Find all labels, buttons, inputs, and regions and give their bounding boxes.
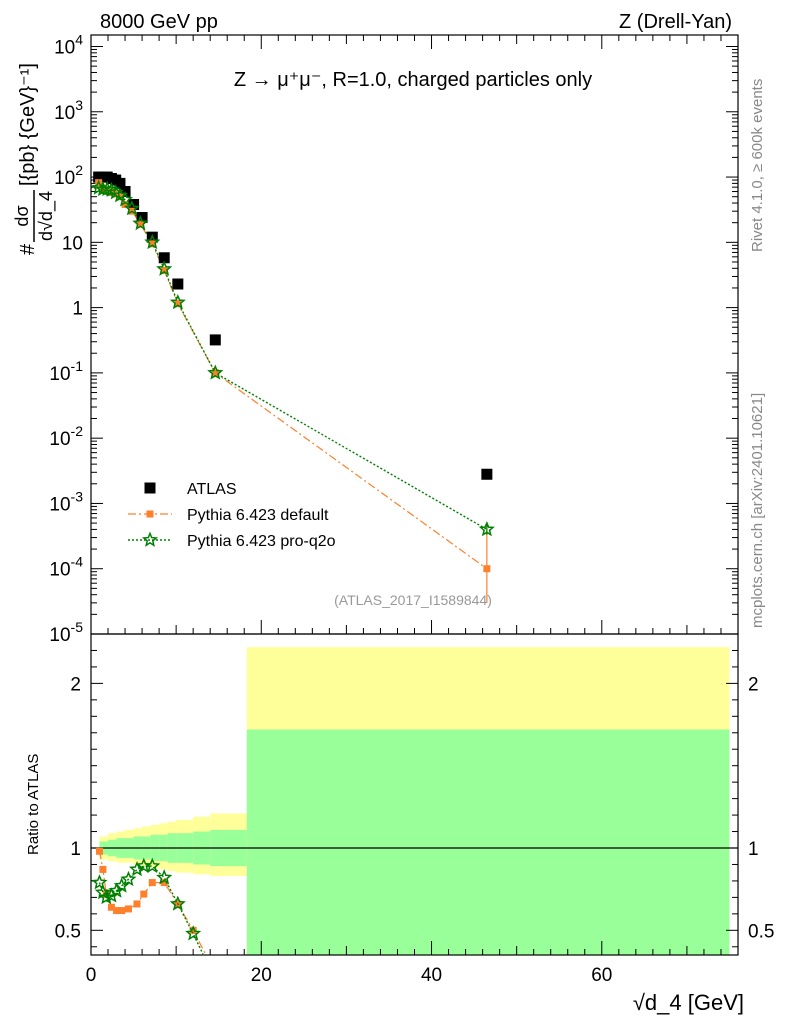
default-point xyxy=(136,220,144,228)
legend-label: ATLAS xyxy=(187,481,237,498)
y-tick-label: 10-1 xyxy=(49,358,83,385)
proq2o-point xyxy=(207,364,224,380)
atlas-point xyxy=(481,468,493,480)
x-axis-label: √d_4 [GeV] xyxy=(633,990,744,1015)
ratio-proq2o-point xyxy=(98,888,115,905)
x-tick-label: 20 xyxy=(251,965,272,986)
ratio-default-point xyxy=(148,879,156,887)
atlas-point xyxy=(136,212,148,224)
default-point xyxy=(160,267,168,275)
atlas-point xyxy=(158,252,170,264)
legend-label: Pythia 6.423 default xyxy=(187,507,329,524)
ratio-default-point xyxy=(118,907,126,915)
proq2o-point xyxy=(99,180,116,197)
y-tick-label: 102 xyxy=(54,162,83,189)
uncertainty-band-green xyxy=(246,729,730,955)
x-tick-label: 0 xyxy=(86,965,97,986)
ratio-proq2o-point xyxy=(91,874,108,890)
proq2o-point xyxy=(94,180,111,197)
x-tick-label: 60 xyxy=(591,965,612,986)
ratio-y-label: Ratio to ATLAS xyxy=(25,754,42,855)
ratio-default-point xyxy=(113,907,121,915)
y-tick-label: 10 xyxy=(62,233,83,254)
ratio-default-point xyxy=(133,900,141,908)
atlas-point xyxy=(172,278,184,290)
proq2o-point xyxy=(478,520,495,537)
svg-text:#: # xyxy=(17,243,39,255)
ratio-tick-label-right: 2 xyxy=(748,674,759,695)
atlas-point xyxy=(209,334,221,346)
default-point xyxy=(211,369,219,377)
default-point xyxy=(121,200,129,208)
y-tick-label: 104 xyxy=(54,31,83,58)
legend: ATLAS Pythia 6.423 default Pythia 6.423 pr… xyxy=(128,481,336,550)
y-axis-label: # dσ d√d_4 [{pb} {GeV}⁻¹] xyxy=(12,63,57,255)
proq2o-point xyxy=(90,179,107,195)
ratio-proq2o-point xyxy=(185,925,202,941)
ratio-default-point xyxy=(124,905,132,913)
atlas-point xyxy=(114,177,126,189)
chart-title: Z → μ⁺μ⁻, R=1.0, charged particles only xyxy=(234,69,592,91)
ratio-tick-label-right: 0.5 xyxy=(748,921,774,942)
proq2o-point xyxy=(117,191,134,207)
y-tick-label: 10-3 xyxy=(49,488,83,515)
y-tick-label: 103 xyxy=(54,97,83,124)
ratio-proq2o-point xyxy=(144,857,161,874)
ratio-tick-label-right: 1 xyxy=(748,839,759,860)
default-point xyxy=(148,240,156,248)
y-tick-label: 1 xyxy=(72,299,83,320)
ratio-tick-label-left: 1 xyxy=(70,839,81,860)
legend-marker-atlas xyxy=(144,482,156,494)
analysis-tag: (ATLAS_2017_I1589844) xyxy=(334,592,492,608)
legend-marker-proq2o xyxy=(141,531,159,547)
proq2o-point xyxy=(144,233,161,250)
y-tick-label: 10-5 xyxy=(49,619,83,646)
svg-text:dσ: dσ xyxy=(12,205,32,226)
ratio-panel: 0 20 40 60 0.5 0.5 1 1 2 2 xyxy=(55,633,774,986)
svg-text:[{pb} {GeV}⁻¹]: [{pb} {GeV}⁻¹] xyxy=(17,63,39,186)
ratio-default-point xyxy=(189,926,197,934)
ratio-default-point xyxy=(99,865,107,873)
ratio-proq2o-point xyxy=(120,870,137,887)
proq2o-point xyxy=(169,293,186,310)
ratio-default-point xyxy=(107,903,115,911)
default-point xyxy=(174,300,182,308)
proq2o-point xyxy=(132,214,149,231)
legend-marker-default xyxy=(146,510,154,518)
mcplots-label: mcplots.cern.ch [arXiv:2401.10621] xyxy=(749,393,766,628)
ratio-proq2o-point xyxy=(169,895,186,911)
rivet-label: Rivet 4.1.0, ≥ 600k events xyxy=(749,79,766,252)
proq2o-point xyxy=(123,200,140,216)
svg-text:d√d_4: d√d_4 xyxy=(36,191,57,241)
proq2o-point xyxy=(156,260,173,276)
y-tick-label: 10-2 xyxy=(49,423,83,450)
ratio-default-point xyxy=(140,890,148,898)
ratio-tick-label-left: 2 xyxy=(70,674,81,695)
ratio-default-point xyxy=(160,879,168,887)
header-left: 8000 GeV pp xyxy=(100,11,218,33)
ratio-tick-label-left: 0.5 xyxy=(55,921,81,942)
y-tick-label: 10-4 xyxy=(49,554,83,581)
ratio-proq2o-point xyxy=(156,869,173,885)
default-point xyxy=(483,565,491,573)
legend-label: Pythia 6.423 pro-q2o xyxy=(187,533,336,550)
x-tick-label: 40 xyxy=(421,965,442,986)
header-right: Z (Drell-Yan) xyxy=(619,11,732,33)
ratio-default-point xyxy=(96,847,104,855)
